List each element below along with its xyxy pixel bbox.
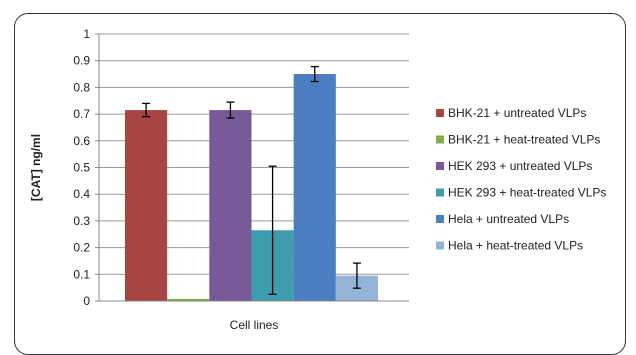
legend-label-5: Hela + heat-treated VLPs bbox=[448, 239, 583, 253]
legend-label-4: Hela + untreated VLPs bbox=[448, 212, 569, 226]
bar-1 bbox=[167, 298, 210, 301]
y-tick-label: 0.3 bbox=[73, 214, 90, 228]
legend-label-2: HEK 293 + untreated VLPs bbox=[448, 159, 592, 173]
y-tick-label: 0.1 bbox=[73, 267, 90, 281]
y-tick-label: 0.6 bbox=[73, 134, 90, 148]
error-bars bbox=[142, 65, 361, 295]
y-axis-ticks: 0 0.1 0.2 0.3 0.4 0.5 0.6 0.7 0.8 0.9 1 bbox=[73, 27, 99, 308]
y-tick-label: 0.9 bbox=[73, 54, 90, 68]
legend-swatch-1 bbox=[436, 135, 444, 144]
legend-swatch-4 bbox=[436, 215, 444, 223]
legend-label-1: BHK-21 + heat-treated VLPs bbox=[448, 133, 600, 147]
y-tick-label: 0.8 bbox=[73, 80, 90, 94]
y-axis-label: [CAT] ng/ml bbox=[29, 134, 43, 201]
bar-0 bbox=[125, 110, 168, 301]
legend-swatch-3 bbox=[436, 188, 444, 197]
legend: BHK-21 + untreated VLPs BHK-21 + heat-tre… bbox=[436, 106, 606, 253]
y-tick-label: 1 bbox=[83, 27, 90, 41]
y-tick-label: 0.7 bbox=[73, 107, 90, 121]
y-tick-label: 0 bbox=[83, 294, 90, 308]
bar-2 bbox=[209, 110, 252, 301]
x-axis-label: Cell lines bbox=[230, 318, 279, 332]
legend-swatch-2 bbox=[436, 162, 444, 170]
legend-label-0: BHK-21 + untreated VLPs bbox=[448, 106, 586, 120]
y-tick-label: 0.5 bbox=[73, 161, 90, 175]
legend-label-3: HEK 293 + heat-treated VLPs bbox=[448, 186, 606, 200]
chart: 0 0.1 0.2 0.3 0.4 0.5 0.6 0.7 0.8 0.9 1 [CAT] ng/m… bbox=[29, 27, 606, 332]
y-tick-label: 0.2 bbox=[73, 241, 90, 255]
legend-swatch-0 bbox=[436, 109, 444, 117]
bar-4 bbox=[293, 74, 336, 301]
legend-swatch-5 bbox=[436, 241, 444, 250]
bars bbox=[125, 74, 378, 301]
y-tick-label: 0.4 bbox=[73, 187, 90, 201]
